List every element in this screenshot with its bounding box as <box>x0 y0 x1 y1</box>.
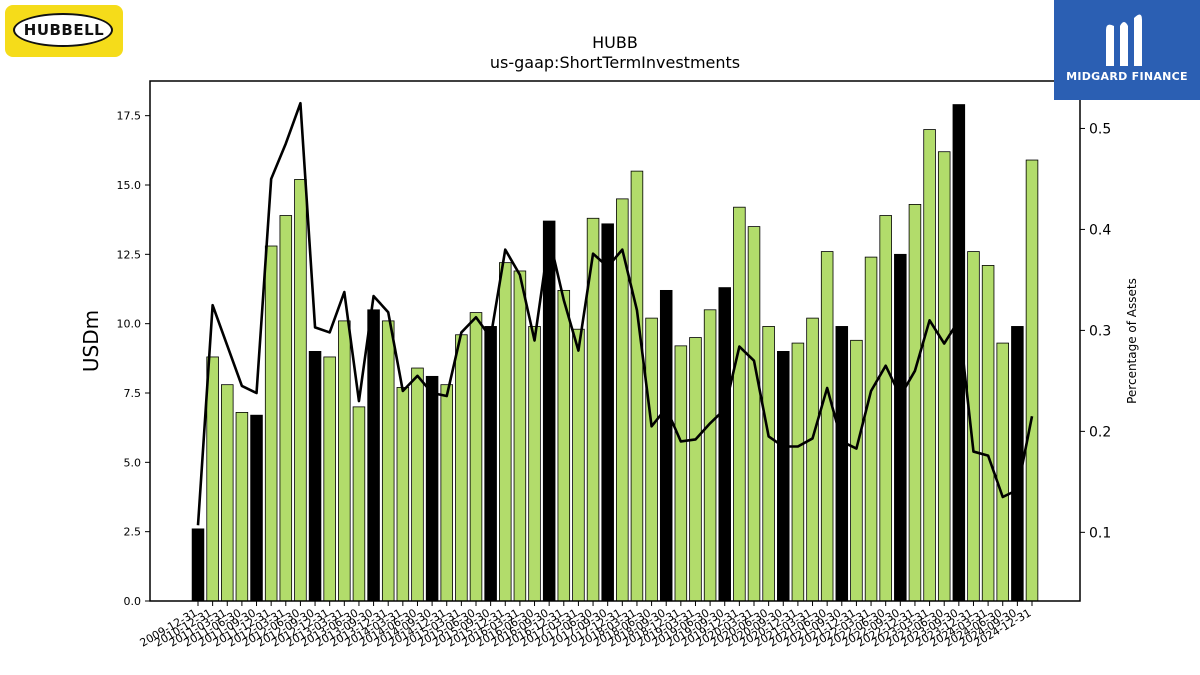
bar-2016-03-31 <box>557 289 571 602</box>
chart-subtitle: us-gaap:ShortTermInvestments <box>490 53 740 72</box>
bar-2011-12-31 <box>308 350 322 602</box>
y-tick-label-right: 0.5 <box>1089 121 1111 137</box>
bar-2019-06-30 <box>747 226 761 602</box>
bar-2017-06-30 <box>630 170 644 602</box>
bar-2012-09-30 <box>352 406 366 602</box>
bar-2019-03-31 <box>733 206 746 602</box>
midgard-finance-logo-text: MIDGARD FINANCE <box>1066 70 1188 83</box>
bar-2017-03-31 <box>616 198 629 602</box>
bar-2011-09-30 <box>294 179 307 602</box>
bar-2017-09-30 <box>645 317 658 602</box>
bar-2014-06-30 <box>455 334 468 602</box>
bar-2013-03-31 <box>381 320 395 602</box>
y-tick-label-right: 0.1 <box>1089 525 1111 541</box>
plot-frame <box>149 80 1081 602</box>
y-tick-label-left: 15.0 <box>117 179 142 192</box>
bar-2012-12-31 <box>367 309 380 602</box>
bar-2018-12-31 <box>718 287 731 602</box>
axes: 0.0 2.5 5.0 7.5 10.0 12.5 15.0 17.5 0.1 0.2 0.3 0.4… <box>117 80 1111 650</box>
bar-2022-03-31 <box>908 204 922 602</box>
midgard-mark-icon <box>1106 14 1142 67</box>
bar-2014-09-30 <box>469 312 483 602</box>
bar-series <box>191 104 1039 602</box>
bar-2018-03-31 <box>674 345 688 602</box>
y-tick-label-left: 17.5 <box>117 110 142 123</box>
bar-2016-12-31 <box>601 223 614 602</box>
bar-2015-03-31 <box>499 262 512 602</box>
bar-2012-06-30 <box>338 320 351 602</box>
bar-2014-03-31 <box>440 384 453 602</box>
y-tick-label-left: 2.5 <box>124 526 142 539</box>
y-tick-label-left: 7.5 <box>124 387 142 400</box>
bar-2015-06-30 <box>513 270 527 602</box>
bar-2023-09-30 <box>996 342 1009 602</box>
y-tick-label-right: 0.2 <box>1089 424 1111 440</box>
chart-title: HUBB <box>592 33 638 52</box>
bar-2024-03-31 <box>1025 159 1039 602</box>
bar-2010-06-30 <box>221 384 234 602</box>
midgard-finance-logo: MIDGARD FINANCE <box>1054 0 1200 100</box>
bar-2012-03-31 <box>323 356 336 602</box>
bar-2010-12-31 <box>250 414 263 602</box>
bar-2019-12-31 <box>777 350 790 602</box>
hubbell-logo: HUBBELL <box>5 5 123 57</box>
bar-2011-06-30 <box>279 215 293 602</box>
bar-2015-12-31 <box>542 220 556 602</box>
bar-2017-12-31 <box>659 289 673 602</box>
bar-2021-03-31 <box>850 339 863 602</box>
bar-2013-12-31 <box>425 375 439 602</box>
bar-2009-12-31 <box>191 528 205 602</box>
hubbell-logo-text: HUBBELL <box>23 21 105 39</box>
bar-2010-03-31 <box>206 356 219 602</box>
bar-2015-09-30 <box>528 326 541 602</box>
bar-2018-06-30 <box>689 337 702 602</box>
bar-2022-09-30 <box>937 151 951 602</box>
y-axis-label-left: USDm <box>79 310 103 372</box>
bar-2016-06-30 <box>572 328 585 602</box>
bar-2020-12-31 <box>835 326 849 602</box>
y-tick-label-left: 0.0 <box>124 595 142 608</box>
y-tick-label-left: 10.0 <box>117 318 142 331</box>
bar-2013-09-30 <box>411 367 424 602</box>
bar-2020-06-30 <box>806 317 819 602</box>
bar-2021-09-30 <box>879 215 892 602</box>
percent-line-series <box>196 101 1034 526</box>
y-tick-label-left: 5.0 <box>124 456 142 469</box>
bar-2010-09-30 <box>235 412 249 602</box>
bar-2021-06-30 <box>864 256 878 602</box>
bar-2013-06-30 <box>396 387 410 602</box>
y-tick-label-left: 12.5 <box>117 248 142 261</box>
y-axis-label-right: Percentage of Assets <box>1125 278 1139 404</box>
percent-of-assets-line <box>196 101 1034 526</box>
y-tick-label-right: 0.4 <box>1089 222 1111 238</box>
bar-2011-03-31 <box>264 245 278 602</box>
bar-2023-06-30 <box>981 265 995 602</box>
logo-oval-shape <box>13 13 113 47</box>
bar-2020-03-31 <box>791 342 805 602</box>
bar-2018-09-30 <box>703 309 717 602</box>
y-tick-label-right: 0.3 <box>1089 323 1111 339</box>
bar-2021-12-31 <box>894 253 907 602</box>
bar-2014-12-31 <box>484 326 497 602</box>
bar-2022-06-30 <box>923 129 936 602</box>
bar-2020-09-30 <box>820 251 834 602</box>
bar-2019-09-30 <box>762 326 775 602</box>
